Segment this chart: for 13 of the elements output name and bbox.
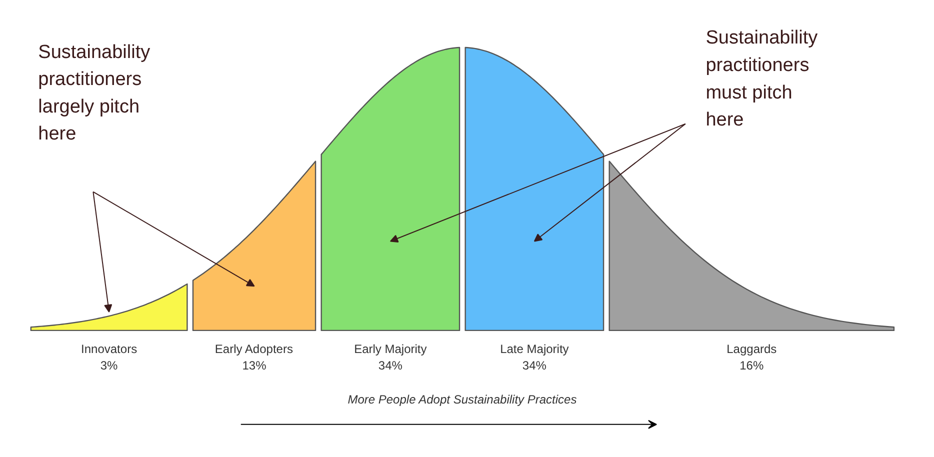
text: Sustainability practitioners largely pitch here	[38, 42, 151, 145]
data-label: 13%	[242, 358, 267, 373]
data-label: 16%	[740, 358, 764, 373]
text: Sustainability practitioners must pitch here	[706, 28, 818, 131]
data-label: 3%	[100, 358, 118, 373]
text: More People Adopt Sustainability Practices	[348, 392, 577, 406]
category-label: Early Majority	[354, 342, 427, 356]
category-label: Early Adopters	[214, 342, 293, 356]
data-label: 34%	[378, 358, 403, 373]
data-label: 34%	[522, 358, 547, 373]
category-label: Late Majority	[500, 342, 569, 356]
category-label: Laggards	[726, 342, 777, 356]
category-label: Innovators	[81, 342, 138, 356]
